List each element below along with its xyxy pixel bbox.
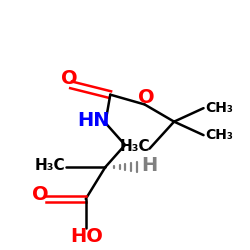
- Text: O: O: [32, 184, 49, 204]
- Text: HO: HO: [70, 228, 104, 246]
- Text: H₃C: H₃C: [120, 139, 150, 154]
- Text: CH₃: CH₃: [206, 128, 234, 142]
- Text: CH₃: CH₃: [206, 101, 234, 115]
- Text: H₃C: H₃C: [35, 158, 66, 173]
- Text: O: O: [138, 88, 154, 106]
- Text: HN: HN: [77, 111, 109, 130]
- Text: O: O: [62, 69, 78, 88]
- Text: H: H: [142, 156, 158, 175]
